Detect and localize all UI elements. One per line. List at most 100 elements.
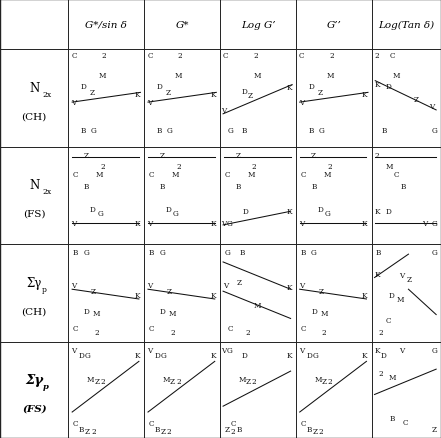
Text: C: C [149,325,154,332]
Text: G: G [226,219,232,227]
Text: C: C [231,419,236,427]
Text: D: D [83,307,89,315]
Text: V: V [71,99,77,107]
Text: D: D [241,88,247,96]
Text: 2: 2 [374,151,379,159]
Text: Z: Z [224,425,230,434]
Text: Z: Z [161,427,166,435]
Text: G: G [85,352,91,360]
Text: B: B [240,248,245,257]
Text: G: G [325,210,331,218]
Text: C: C [149,419,154,427]
Text: N: N [29,179,39,192]
Text: 2x: 2x [42,91,51,99]
Text: K: K [135,352,140,360]
Text: D: D [380,352,386,360]
Text: K: K [374,81,380,89]
Text: G: G [228,127,234,135]
Text: B: B [241,127,247,135]
Text: C: C [71,52,77,60]
Text: M: M [175,71,182,80]
Text: C: C [73,325,78,332]
Text: 2: 2 [178,52,182,60]
Text: M: M [172,171,179,179]
Text: G: G [167,127,173,135]
Text: K: K [210,219,216,227]
Text: 2: 2 [100,377,105,385]
Text: K: K [362,352,367,360]
Text: K: K [135,219,140,227]
Text: N: N [29,81,39,95]
Text: V: V [221,346,227,354]
Text: K: K [362,291,367,299]
Text: Z: Z [319,287,324,295]
Text: 2: 2 [102,52,106,60]
Text: M: M [397,295,404,303]
Text: G: G [161,352,167,360]
Text: C: C [390,52,395,60]
Text: 2: 2 [329,52,334,60]
Text: M: M [385,163,393,171]
Text: 2: 2 [100,163,105,171]
Text: B: B [376,248,381,257]
Text: 2: 2 [379,328,383,336]
Text: p: p [43,382,49,390]
Text: p: p [42,285,47,293]
Text: V: V [221,219,227,227]
Text: Z: Z [159,151,164,159]
Text: (FS): (FS) [23,209,45,218]
Text: (CH): (CH) [22,112,47,121]
Text: M: M [320,310,328,318]
Text: M: M [162,375,170,383]
Text: 2: 2 [231,427,235,435]
Text: V: V [71,219,77,227]
Text: B: B [390,414,395,422]
Text: K: K [210,91,216,99]
Text: V: V [400,272,405,280]
Text: Σγ: Σγ [26,276,42,289]
Text: Z: Z [170,377,175,385]
Text: B: B [306,425,312,434]
Text: D: D [90,206,95,214]
Text: Z: Z [246,377,251,385]
Text: Z: Z [432,425,437,434]
Text: B: B [73,248,78,257]
Text: 2: 2 [379,369,383,377]
Text: C: C [300,171,306,179]
Text: Z: Z [94,377,99,385]
Text: Z: Z [247,92,253,100]
Text: B: B [157,127,162,135]
Text: B: B [79,425,84,434]
Text: 2: 2 [254,52,258,60]
Text: D: D [385,208,391,215]
Text: 2: 2 [94,328,99,336]
Text: V: V [429,102,434,111]
Text: D: D [306,352,312,360]
Text: C: C [223,52,228,60]
Text: G: G [83,248,90,257]
Text: 2: 2 [374,52,379,60]
Text: 2: 2 [252,377,257,385]
Text: B: B [308,127,314,135]
Text: (CH): (CH) [22,307,47,315]
Text: Z: Z [321,377,327,385]
Text: 2: 2 [328,163,333,171]
Text: 2x: 2x [42,188,51,196]
Text: Z: Z [83,151,89,159]
Text: B: B [311,182,317,191]
Text: G’’: G’’ [326,21,341,30]
Text: G: G [432,127,438,135]
Text: K: K [135,91,140,99]
Text: D: D [243,208,249,215]
Text: M: M [389,373,396,381]
Text: G: G [311,248,317,257]
Text: K: K [374,346,380,354]
Text: V: V [299,219,304,227]
Text: V: V [299,282,304,290]
Text: B: B [159,182,165,191]
Text: B: B [149,248,154,257]
Text: M: M [254,301,261,309]
Text: 2: 2 [328,377,333,385]
Text: B: B [381,127,387,135]
Text: V: V [299,99,304,107]
